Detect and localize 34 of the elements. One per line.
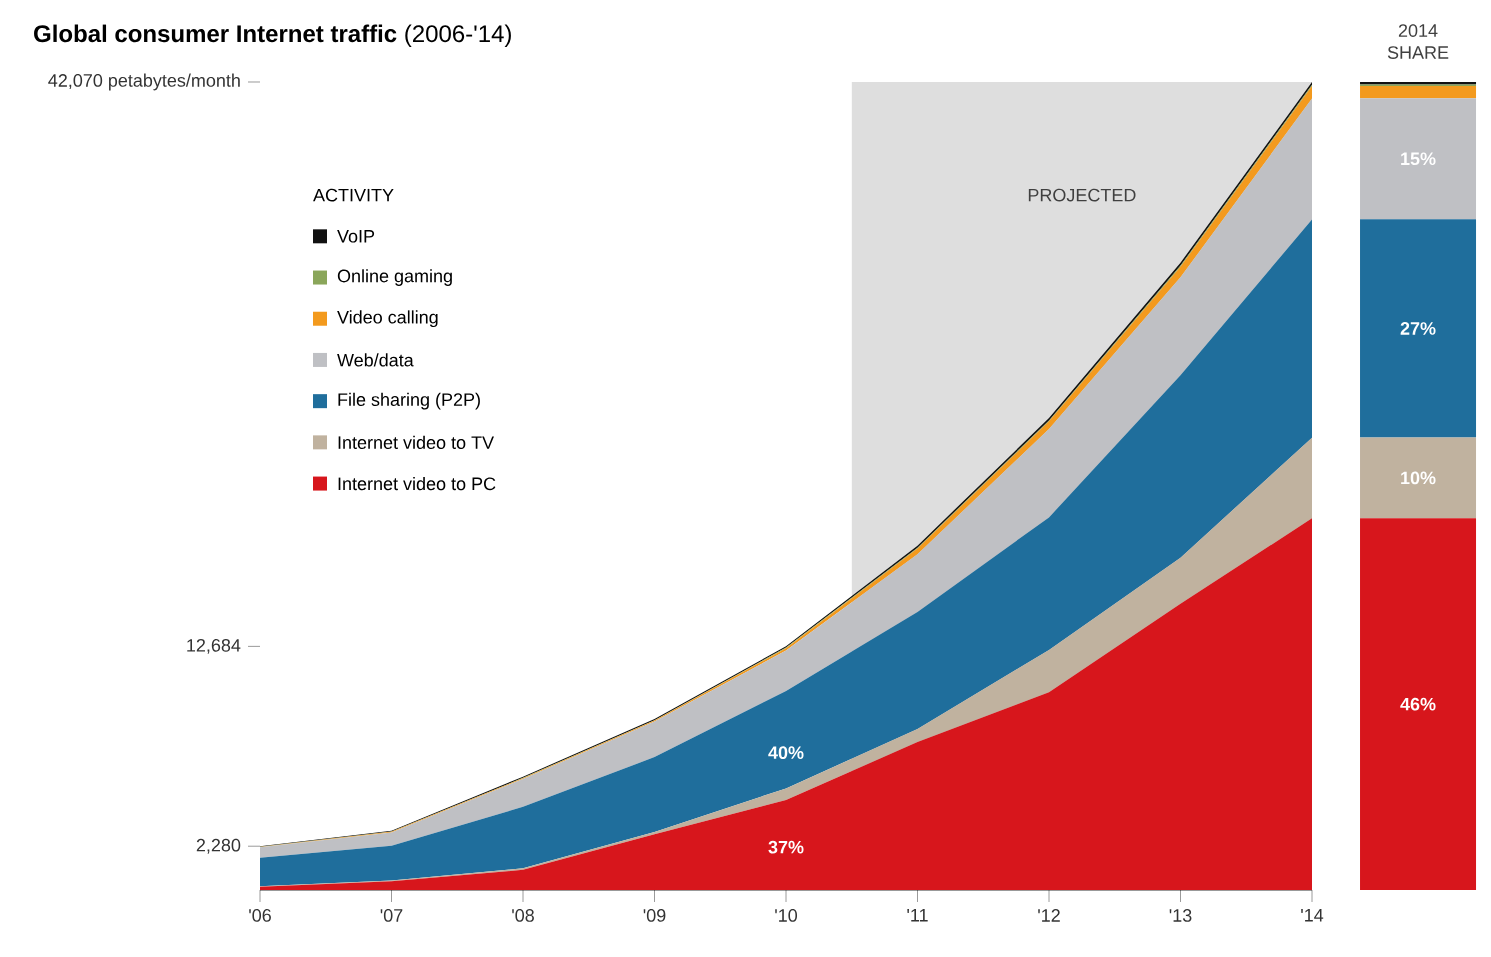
chart-title: 2014 SHARE	[1387, 24, 1449, 59]
data-label: 10%	[1401, 471, 1436, 485]
x-tick-label: '13	[1169, 909, 1192, 922]
legend-label: VoIP	[337, 230, 375, 243]
data-label: 27%	[1400, 322, 1436, 335]
band-label: PROJECTED	[1028, 188, 1136, 202]
x-tick-label: '07	[380, 909, 403, 922]
x-tick-label: '10	[775, 909, 798, 922]
x-tick-label: '11	[907, 909, 928, 922]
legend-title: ACTIVITY	[313, 188, 394, 202]
x-tick-label: '08	[512, 909, 534, 922]
annotation: 37%	[768, 840, 804, 854]
x-tick-label: '09	[643, 909, 666, 922]
bar	[1360, 98, 1477, 220]
legend-label: Internet video to PC	[338, 476, 496, 491]
legend-label: Internet video to TV	[338, 435, 494, 449]
data-label: 46%	[1400, 697, 1436, 711]
bar	[1360, 86, 1477, 99]
bar	[1360, 437, 1477, 519]
bar	[1360, 219, 1477, 438]
y-tick-label: 2,280	[196, 838, 241, 854]
x-tick-label: '14	[1301, 909, 1324, 922]
y-tick-label: 12,684	[187, 638, 241, 654]
x-tick-label: '06	[249, 909, 271, 922]
legend-label: Web/data	[337, 353, 414, 367]
data-label: 15%	[1401, 152, 1436, 166]
legend-label: File sharing (P2P)	[338, 392, 480, 410]
y-tick-label: 42,070 petabytes/month	[48, 73, 240, 91]
legend-label: Video calling	[337, 310, 438, 328]
chart-title: Global consumer Internet traffic (2006-'14)	[34, 24, 511, 47]
legend-label: Online gaming	[337, 269, 452, 286]
annotation: 40%	[768, 746, 804, 760]
bar	[1360, 518, 1477, 890]
x-tick-label: '12	[1038, 909, 1060, 922]
